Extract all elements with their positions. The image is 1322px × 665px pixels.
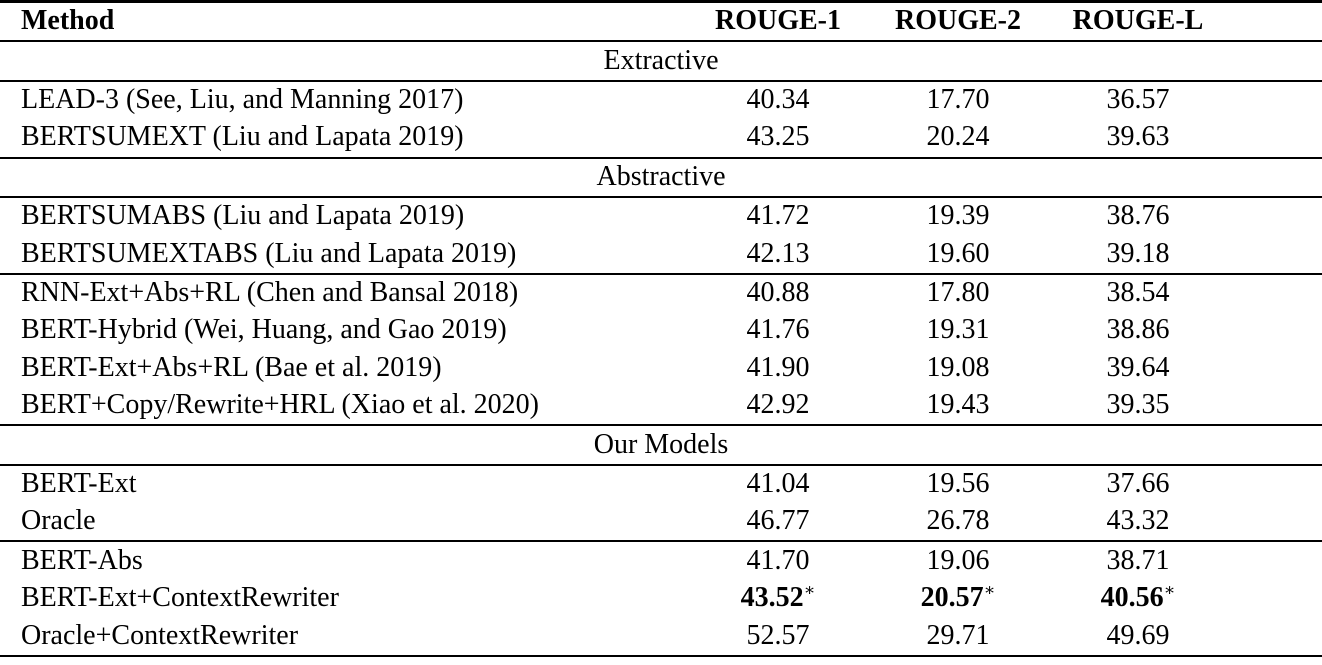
score-cell: 40.56∗ bbox=[1100, 580, 1176, 614]
column-header-rouge-l: ROUGE-L bbox=[1049, 1, 1322, 43]
table-row-oracle-contextrewriter: Oracle+ContextRewriter 52.57 29.71 49.69 bbox=[0, 617, 1322, 655]
score-cell: 38.54 bbox=[1049, 272, 1322, 313]
score-cell: 39.64 bbox=[1106, 351, 1170, 383]
method-cell: BERT-Ext bbox=[21, 467, 137, 499]
table-body: Extractive LEAD-3 (See, Liu, and Manning … bbox=[0, 40, 1322, 655]
method-cell: Oracle+ContextRewriter bbox=[21, 619, 299, 651]
score-cell: 17.70 bbox=[926, 84, 990, 116]
score-cell: 46.77 bbox=[746, 505, 810, 537]
section-row-our-models: Our Models bbox=[0, 424, 1322, 466]
score-cell: 41.90 bbox=[746, 351, 810, 383]
score-cell: 19.06 bbox=[867, 540, 1049, 580]
method-cell: BERT+Copy/Rewrite+HRL (Xiao et al. 2020) bbox=[21, 389, 539, 421]
score-cell: 36.57 bbox=[1106, 84, 1170, 116]
score-cell: 20.24 bbox=[926, 121, 990, 153]
score-cell: 39.63 bbox=[1106, 121, 1170, 153]
score-cell: 19.39 bbox=[926, 200, 990, 232]
table-row-bert-copy-rewrite-hrl-xiao-et-al-2020: BERT+Copy/Rewrite+HRL (Xiao et al. 2020)… bbox=[0, 387, 1322, 425]
score-cell: 19.08 bbox=[926, 351, 990, 383]
score-cell: 41.04 bbox=[746, 467, 810, 499]
score-cell: 43.25 bbox=[746, 121, 810, 153]
method-cell: BERT-Ext+Abs+RL (Bae et al. 2019) bbox=[21, 351, 442, 383]
score-cell: 43.32 bbox=[1106, 505, 1170, 537]
section-label: Our Models bbox=[0, 424, 1322, 466]
score-cell: 19.56 bbox=[926, 467, 990, 499]
score-cell: 40.34 bbox=[746, 84, 810, 116]
score-cell: 19.31 bbox=[926, 314, 990, 346]
score-cell: 41.70 bbox=[689, 540, 867, 580]
method-cell: BERT-Ext+ContextRewriter bbox=[21, 582, 339, 614]
table-row-bert-abs: BERT-Abs 41.70 19.06 38.71 bbox=[0, 540, 1322, 580]
score-cell: 43.52∗ bbox=[740, 580, 816, 614]
score-cell: 37.66 bbox=[1106, 467, 1170, 499]
section-row-extractive: Extractive bbox=[0, 40, 1322, 82]
table-row-lead-3-see-liu-and-manning-2017: LEAD-3 (See, Liu, and Manning 2017) 40.34… bbox=[0, 81, 1322, 119]
method-cell: RNN-Ext+Abs+RL (Chen and Bansal 2018) bbox=[0, 272, 689, 313]
method-cell: LEAD-3 (See, Liu, and Manning 2017) bbox=[21, 84, 464, 116]
score-cell: 19.60 bbox=[926, 237, 990, 269]
score-cell: 39.35 bbox=[1106, 389, 1170, 421]
table-row-bertsumext-liu-and-lapata-2019: BERTSUMEXT (Liu and Lapata 2019) 43.25 20.… bbox=[0, 119, 1322, 157]
header-row: Method ROUGE-1 ROUGE-2 ROUGE-L bbox=[0, 1, 1322, 43]
score-cell: 19.43 bbox=[926, 389, 990, 421]
method-cell: BERTSUMABS (Liu and Lapata 2019) bbox=[21, 200, 465, 232]
score-cell: 17.80 bbox=[867, 272, 1049, 313]
score-cell: 38.71 bbox=[1049, 540, 1322, 580]
table-row-bert-ext-abs-rl-bae-et-al-2019: BERT-Ext+Abs+RL (Bae et al. 2019) 41.90 19… bbox=[0, 350, 1322, 387]
score-cell: 40.88 bbox=[689, 272, 867, 313]
method-cell: BERTSUMEXT (Liu and Lapata 2019) bbox=[21, 121, 464, 153]
table-row-bert-ext: BERT-Ext 41.04 19.56 37.66 bbox=[0, 465, 1322, 503]
table-row-oracle: Oracle 46.77 26.78 43.32 bbox=[0, 503, 1322, 541]
column-header-rouge-1: ROUGE-1 bbox=[689, 1, 867, 43]
significance-star: ∗ bbox=[1163, 580, 1176, 600]
method-cell: BERT-Hybrid (Wei, Huang, and Gao 2019) bbox=[21, 314, 507, 346]
column-header-method: Method bbox=[0, 1, 689, 43]
score-cell: 26.78 bbox=[926, 505, 990, 537]
column-header-rouge-2: ROUGE-2 bbox=[867, 1, 1049, 43]
table-row-rnn-ext-abs-rl-chen-and-bansal-2018: RNN-Ext+Abs+RL (Chen and Bansal 2018) 40.… bbox=[0, 272, 1322, 313]
section-label: Abstractive bbox=[0, 156, 1322, 198]
section-label: Extractive bbox=[0, 40, 1322, 82]
score-cell: 49.69 bbox=[1106, 619, 1170, 651]
table-row-bertsumextabs-liu-and-lapata-2019: BERTSUMEXTABS (Liu and Lapata 2019) 42.13… bbox=[0, 235, 1322, 273]
method-cell: Oracle bbox=[21, 505, 96, 537]
table-row-bert-ext-contextrewriter: BERT-Ext+ContextRewriter 43.52∗ 20.57∗ 40.5… bbox=[0, 580, 1322, 617]
section-row-abstractive: Abstractive bbox=[0, 156, 1322, 198]
score-cell: 39.18 bbox=[1106, 237, 1170, 269]
method-cell: BERT-Abs bbox=[0, 540, 689, 580]
score-cell: 42.13 bbox=[746, 237, 810, 269]
score-cell: 38.76 bbox=[1106, 200, 1170, 232]
score-cell: 41.72 bbox=[746, 200, 810, 232]
score-cell: 38.86 bbox=[1106, 314, 1170, 346]
significance-star: ∗ bbox=[983, 580, 996, 600]
method-cell: BERTSUMEXTABS (Liu and Lapata 2019) bbox=[21, 237, 517, 269]
score-cell: 52.57 bbox=[746, 619, 810, 651]
score-cell: 20.57∗ bbox=[920, 580, 996, 614]
significance-star: ∗ bbox=[803, 580, 816, 600]
score-cell: 29.71 bbox=[926, 619, 990, 651]
table-row-bert-hybrid-wei-huang-and-gao-2019: BERT-Hybrid (Wei, Huang, and Gao 2019) 41… bbox=[0, 312, 1322, 349]
score-cell: 41.76 bbox=[746, 314, 810, 346]
score-cell: 42.92 bbox=[746, 389, 810, 421]
table-row-bertsumabs-liu-and-lapata-2019: BERTSUMABS (Liu and Lapata 2019) 41.72 19.… bbox=[0, 197, 1322, 235]
